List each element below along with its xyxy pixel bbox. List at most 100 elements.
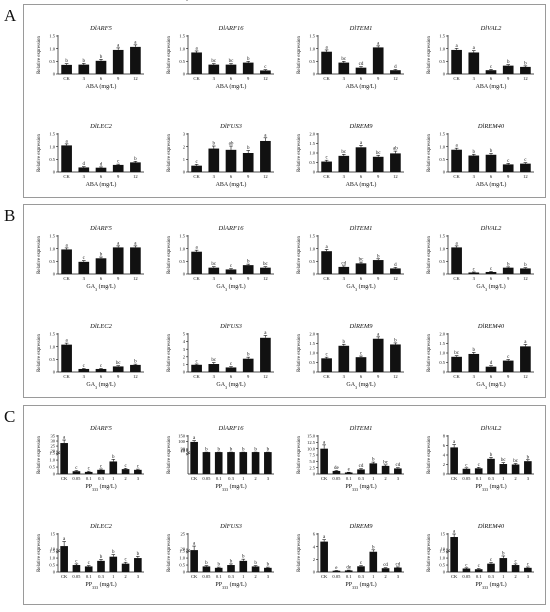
c1-sig-label: a xyxy=(195,46,198,51)
c21-x-tick-label: 0.3 xyxy=(228,574,234,579)
c21-bar xyxy=(227,565,235,572)
c21-bar xyxy=(264,567,272,572)
c14-xlabel: GA3 (mg/L) xyxy=(346,381,375,390)
c0-x-tick-label: 3 xyxy=(83,76,86,81)
c7-sig-label: b xyxy=(473,150,476,155)
c17-x-tick-label: 0.1 xyxy=(216,476,222,481)
c15-bar xyxy=(468,353,480,372)
c2-x-tick-label: 6 xyxy=(360,76,363,81)
c22-y-tick-label: 4 xyxy=(313,544,316,549)
c18-sig-label: cd xyxy=(359,464,364,469)
c19-bar xyxy=(487,458,495,474)
c12-xlabel: GA3 (mg/L) xyxy=(86,381,115,390)
c17-xlabel: PP333 (mg/L) xyxy=(215,483,246,492)
c0-sig-label: b xyxy=(65,59,68,64)
c5-x-tick-label: 9 xyxy=(247,174,250,179)
c20-title: DlLEC2 xyxy=(89,523,112,530)
c16-bar xyxy=(72,471,81,474)
c10-y-tick-label: 0 xyxy=(313,272,316,277)
c22-sig-label: cd xyxy=(383,563,388,568)
c8-bar xyxy=(95,258,107,274)
c19-title: DlVAL2 xyxy=(480,425,503,432)
c0-y-tick-label: 0 xyxy=(53,72,56,77)
c5-y-tick-label: 0 xyxy=(183,170,186,175)
c20-y-tick-label: 10 xyxy=(51,547,56,552)
c4-x-tick-label: 3 xyxy=(83,174,86,179)
c13-bar xyxy=(208,364,220,372)
c14-sig-label: c xyxy=(360,352,363,357)
c22-bar xyxy=(381,568,390,572)
c16-y-tick-label: 0.5 xyxy=(49,465,55,470)
c1-bar xyxy=(260,70,271,74)
c5-sig-label: b xyxy=(247,146,250,151)
c19-x-tick-label: 0.05 xyxy=(462,476,471,481)
panel-a-frame xyxy=(23,4,546,198)
c9-sig-label: bc xyxy=(211,262,217,267)
c20-x-tick-label: 0.3 xyxy=(98,574,104,579)
c7-bar xyxy=(451,149,462,172)
c23-bar xyxy=(474,569,483,572)
c13-y-tick-label: 5 xyxy=(183,332,186,337)
c20-xlabel: PP333 (mg/L) xyxy=(85,581,116,590)
c7-bar xyxy=(520,163,531,172)
c19-x-tick-label: 1 xyxy=(502,476,505,481)
c8-y-tick-label: 1.5 xyxy=(49,234,55,239)
c17-ylabel: Relative expression xyxy=(167,436,172,474)
c19-sig-label: b xyxy=(490,453,493,458)
c16-bar xyxy=(109,461,118,474)
c3-x-tick-label: CK xyxy=(453,76,460,81)
c10-xlabel: GA3 (mg/L) xyxy=(346,283,375,292)
c14-x-tick-label: 3 xyxy=(343,374,346,379)
c1-ylabel: Relative expression xyxy=(167,36,172,74)
c23-sig-label: c xyxy=(527,562,530,567)
c19-x-tick-label: 2 xyxy=(514,476,517,481)
c23-x-tick-label: 3 xyxy=(527,574,530,579)
c21-xlabel: PP333 (mg/L) xyxy=(215,581,246,590)
c2-title: DlTEM1 xyxy=(349,25,373,32)
c3-bar xyxy=(451,49,462,74)
c12-sig-label: a xyxy=(65,339,68,344)
c13-bar xyxy=(260,337,271,372)
c16-sig-label: c xyxy=(137,465,140,470)
c9-x-tick-label: 12 xyxy=(263,276,268,281)
c8-x-tick-label: 12 xyxy=(133,276,138,281)
c17-x-tick-label: 3 xyxy=(267,476,270,481)
c10-ylabel: Relative expression xyxy=(297,236,302,274)
c9-y-tick-label: 1.0 xyxy=(179,246,185,251)
c3-bar xyxy=(468,52,480,74)
c1-y-tick-label: 1.5 xyxy=(179,34,185,39)
c19-bar xyxy=(474,468,483,474)
c13-sig-label: c xyxy=(230,362,233,367)
c20-bar xyxy=(84,566,93,572)
c16-bar xyxy=(134,469,142,474)
c4-sig-label: b xyxy=(134,157,137,162)
c3-xlabel: ABA (mg/L) xyxy=(476,83,507,90)
c18-sig-label: e xyxy=(348,468,351,473)
c20-sig-label: a xyxy=(63,537,66,542)
c8-title: DlARF5 xyxy=(89,225,112,232)
c1-sig-label: bc xyxy=(211,59,217,64)
c5-sig-label: b xyxy=(213,142,216,147)
c1-y-tick-label: 0 xyxy=(183,72,186,77)
c11-x-tick-label: 12 xyxy=(523,276,528,281)
c5-bar xyxy=(242,153,254,172)
c20-sig-label: b xyxy=(112,550,115,555)
c5-xlabel: ABA (mg/L) xyxy=(216,181,247,188)
c1-sig-label: c xyxy=(264,65,267,70)
c17-y-tick-label: 20 xyxy=(181,448,186,453)
c2-sig-label: bc xyxy=(341,57,347,62)
c4-sig-label: c xyxy=(117,160,120,165)
c14-bar xyxy=(338,345,350,372)
c18-sig-label: a xyxy=(323,440,326,445)
c23-bar xyxy=(524,567,532,572)
c13-xlabel: GA3 (mg/L) xyxy=(216,381,245,390)
c22-bar xyxy=(369,551,378,572)
c17-bar xyxy=(190,441,198,474)
c12-sig-label: b xyxy=(134,360,137,365)
c5-y-tick-label: 2 xyxy=(183,144,185,149)
c20-bar xyxy=(121,563,130,572)
c5-y-tick-label: 3 xyxy=(183,132,186,137)
c19-y-tick-label: 4 xyxy=(443,453,446,458)
c10-bar xyxy=(355,263,367,274)
c18-bar xyxy=(381,465,390,474)
